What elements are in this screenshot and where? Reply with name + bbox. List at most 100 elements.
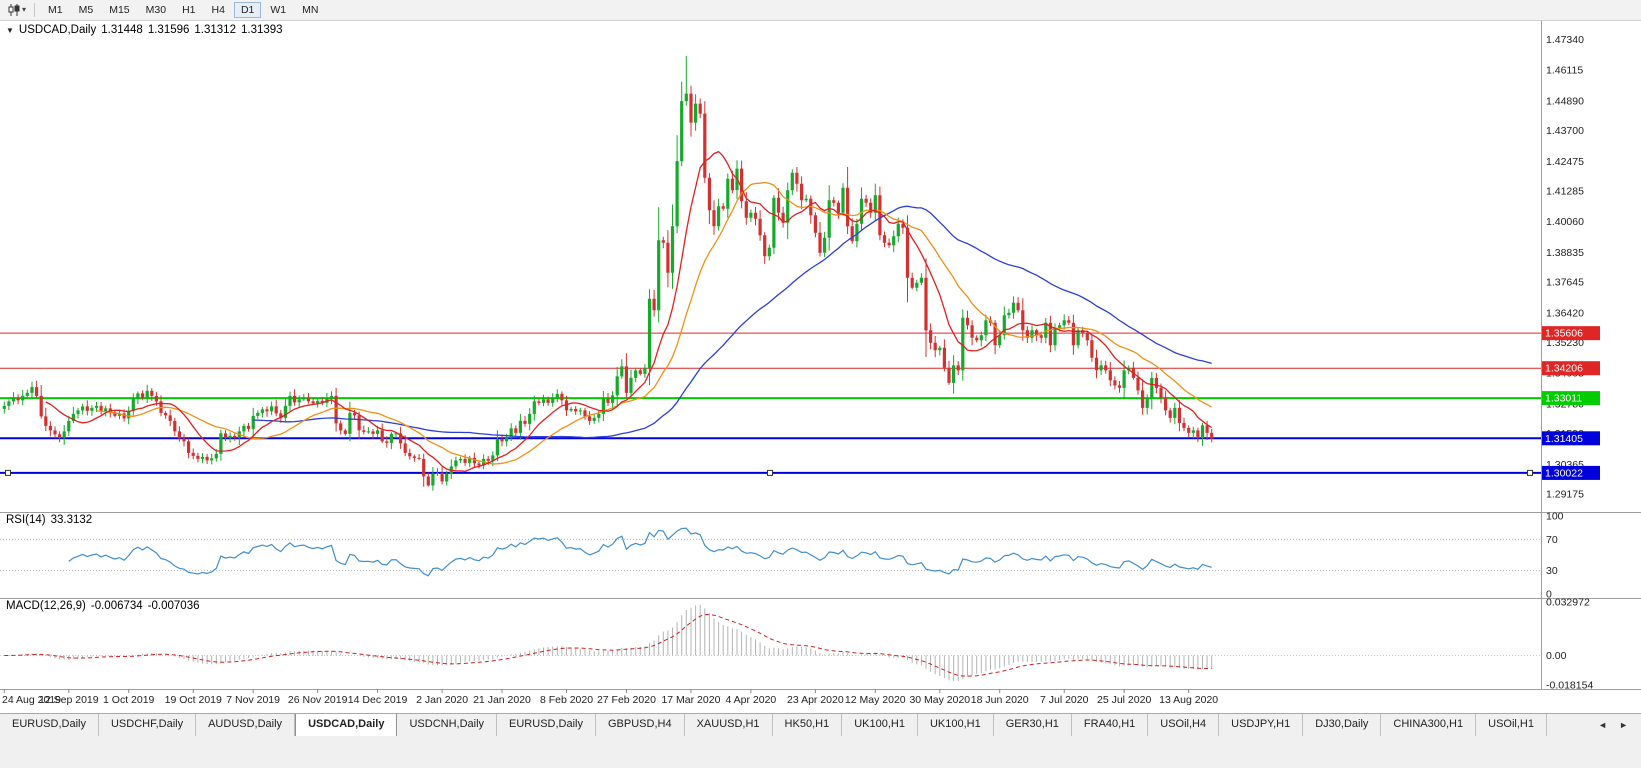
date-label: 14 Dec 2019 (348, 694, 408, 706)
date-label: 12 May 2020 (845, 694, 906, 706)
price-badge-label: 1.30022 (1545, 467, 1583, 479)
macd-signal-value: -0.007036 (147, 600, 200, 612)
chart-symbol-label: USDCAD,Daily (18, 24, 97, 36)
rsi-indicator-label: RSI(14) (6, 514, 46, 526)
timeframe-button-m5[interactable]: M5 (78, 3, 94, 16)
chart-canvas[interactable]: 1.47340 1.46115 1.44890 1.43700 1.42475 1.412… (0, 21, 1641, 713)
price-tick-label: 1.40060 (1546, 216, 1584, 228)
date-label: 21 Jan 2020 (473, 694, 531, 706)
date-label: 12 Sep 2019 (39, 694, 99, 706)
date-label: 19 Oct 2019 (165, 694, 222, 706)
timeframe-button-h1[interactable]: H1 (182, 3, 196, 16)
price-tick-label: 1.42475 (1546, 156, 1584, 168)
date-label: 17 Mar 2020 (661, 694, 720, 706)
tab-usdcnh-daily[interactable]: USDCNH,Daily (397, 714, 498, 736)
status-bar (0, 736, 1641, 768)
rsi-header: RSI(14) 33.3132 (6, 514, 97, 526)
chart-area[interactable]: 1.47340 1.46115 1.44890 1.43700 1.42475 1.412… (0, 21, 1641, 713)
macd-histogram (8, 604, 1213, 682)
date-label: 13 Aug 2020 (1159, 694, 1218, 706)
timeframe-button-m1[interactable]: M1 (48, 3, 63, 16)
bearish-candle-wicks (17, 85, 1213, 487)
chevron-down-icon: ▾ (22, 5, 27, 14)
date-label: 23 Apr 2020 (787, 694, 844, 706)
price-badge-1.30022 (1542, 465, 1600, 480)
rsi-value: 33.3132 (50, 514, 93, 526)
rsi-tick-label: 30 (1546, 565, 1558, 577)
macd-tick-label: -0.018154 (1546, 680, 1593, 692)
price-tick-label: 1.36420 (1546, 307, 1584, 319)
date-label: 27 Feb 2020 (597, 694, 656, 706)
price-badge-1.31405 (1542, 431, 1600, 446)
price-badge-label: 1.35606 (1545, 328, 1583, 340)
chart-ohlc-header: ▼ USDCAD,Daily 1.31448 1.31596 1.31312 1.3139… (6, 24, 288, 36)
tab-gbpusd-h4[interactable]: GBPUSD,H4 (596, 714, 685, 736)
rsi-tick-label: 70 (1546, 534, 1558, 546)
tab-usdcad-daily[interactable]: USDCAD,Daily (295, 714, 398, 736)
tab-hk50-h1[interactable]: HK50,H1 (772, 714, 843, 736)
macd-tick-label: 0.032972 (1546, 597, 1590, 609)
line-selection-handle[interactable] (5, 469, 11, 476)
macd-indicator-label: MACD(12,26,9) (6, 600, 86, 612)
ohlc-low: 1.31312 (194, 24, 236, 36)
tab-uk100-h1[interactable]: UK100,H1 (842, 714, 918, 736)
moving-average-55 (253, 205, 1212, 439)
timeframe-button-h4[interactable]: H4 (211, 3, 225, 16)
price-tick-label: 1.43700 (1546, 125, 1584, 137)
tab-usdchf-daily[interactable]: USDCHF,Daily (98, 714, 197, 736)
price-badge-1.35606 (1542, 326, 1600, 341)
line-selection-handle[interactable] (1527, 469, 1533, 476)
date-label: 25 Jul 2020 (1097, 694, 1151, 706)
tab-scroll-arrows: ◄ ► (1593, 714, 1641, 736)
tab-scroll-right-icon[interactable]: ► (1619, 720, 1628, 730)
price-badge-1.33011 (1542, 391, 1600, 406)
tab-uk100-h1[interactable]: UK100,H1 (917, 714, 994, 736)
tab-fra40-h1[interactable]: FRA40,H1 (1071, 714, 1149, 736)
price-tick-label: 1.44890 (1546, 95, 1584, 107)
date-label: 4 Apr 2020 (725, 694, 776, 706)
tab-audusd-daily[interactable]: AUDUSD,Daily (196, 714, 296, 736)
tab-xauusd-h1[interactable]: XAUUSD,H1 (684, 714, 773, 736)
ohlc-high: 1.31596 (147, 24, 190, 36)
tab-ger30-h1[interactable]: GER30,H1 (993, 714, 1072, 736)
moving-average-21 (96, 181, 1213, 465)
tab-scroll-left-icon[interactable]: ◄ (1598, 720, 1608, 730)
price-tick-label: 1.46115 (1546, 65, 1583, 77)
one-click-trading-icon[interactable]: ▼ (6, 26, 14, 35)
price-tick-label: 1.37645 (1546, 277, 1584, 289)
tab-usoil-h4[interactable]: USOil,H4 (1148, 714, 1220, 736)
bullish-candle-wicks (3, 56, 1203, 491)
date-label: 24 Aug 2019 (2, 694, 61, 706)
tab-china300-h1[interactable]: CHINA300,H1 (1381, 714, 1477, 736)
price-tick-label: 1.29175 (1546, 489, 1584, 501)
chart-type-button[interactable]: ▾ (4, 3, 29, 17)
date-label: 7 Jul 2020 (1040, 694, 1089, 706)
price-badge-1.34206 (1542, 361, 1600, 376)
tab-eurusd-daily[interactable]: EURUSD,Daily (0, 714, 99, 736)
macd-main-value: -0.006734 (90, 600, 143, 612)
bullish-candle-bodies (2, 93, 1205, 486)
tab-usdjpy-h1[interactable]: USDJPY,H1 (1219, 714, 1304, 736)
timeframe-button-mn[interactable]: MN (302, 3, 319, 16)
tab-eurusd-daily[interactable]: EURUSD,Daily (497, 714, 596, 736)
tab-usoil-h1[interactable]: USOil,H1 (1476, 714, 1547, 736)
price-badge-label: 1.33011 (1545, 393, 1582, 405)
line-selection-handle[interactable] (767, 469, 773, 476)
bearish-candle-bodies (16, 93, 1214, 486)
timeframe-toolbar: ▾ M1 M5 M15 M30 H1 H4 D1 W1 MN (0, 0, 1641, 21)
timeframe-button-m30[interactable]: M30 (145, 3, 167, 16)
moving-average-10 (45, 150, 1213, 472)
date-label: 1 Oct 2019 (103, 694, 155, 706)
price-tick-label: 1.47340 (1546, 34, 1584, 46)
date-label: 7 Nov 2019 (226, 694, 280, 706)
timeframe-button-d1[interactable]: D1 (233, 1, 262, 19)
price-badge-label: 1.31405 (1545, 433, 1583, 445)
date-label: 30 May 2020 (909, 694, 970, 706)
timeframe-button-m15[interactable]: M15 (109, 3, 130, 16)
ohlc-close: 1.31393 (240, 24, 283, 36)
timeframe-button-w1[interactable]: W1 (270, 3, 287, 16)
tab-dj30-daily[interactable]: DJ30,Daily (1303, 714, 1382, 736)
macd-header: MACD(12,26,9) -0.006734 -0.007036 (6, 600, 204, 612)
price-tick-label: 1.38835 (1546, 247, 1584, 259)
